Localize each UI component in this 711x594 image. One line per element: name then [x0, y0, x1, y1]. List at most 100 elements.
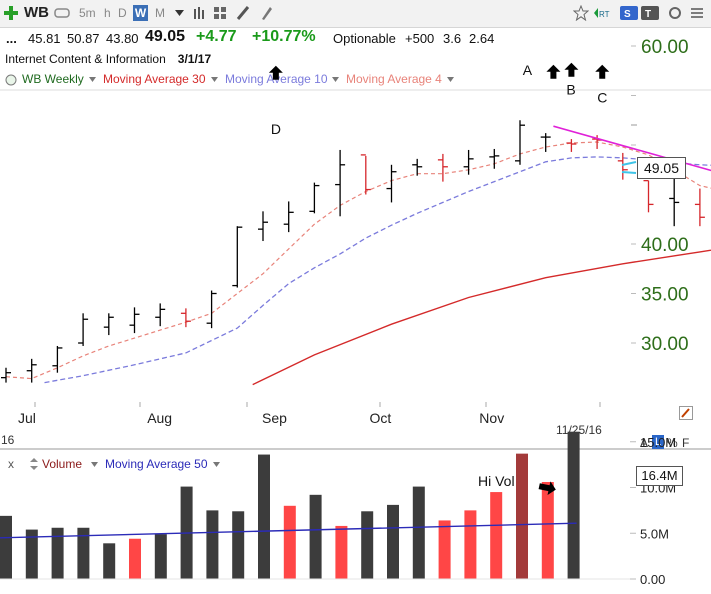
- year-label: 16: [1, 433, 15, 447]
- volume-ma-line: [0, 522, 577, 539]
- last-volume-label: 16.4M: [636, 466, 683, 486]
- volume-bar: [0, 515, 12, 579]
- volume-bar: [103, 543, 116, 579]
- high-price: 50.87: [67, 31, 100, 46]
- ohlc-bar: [206, 290, 217, 329]
- right-arrow-icon: [538, 481, 556, 496]
- symbol-legend-dropdown-icon[interactable]: [89, 77, 96, 82]
- ohlc-bar: [437, 153, 448, 182]
- ohlc-bar: [155, 303, 166, 327]
- optionable-label: Optionable: [333, 31, 396, 46]
- x-tick-label: Aug: [147, 410, 172, 426]
- symbol-legend[interactable]: WB Weekly: [22, 72, 84, 86]
- ohlc-bar: [78, 313, 89, 346]
- ohlc-bar: [26, 358, 37, 383]
- volume-bar: [51, 527, 64, 579]
- ohlc-bar: [540, 133, 551, 152]
- more-dots[interactable]: ...: [6, 31, 17, 46]
- volume-bar: [464, 510, 477, 579]
- x-tick-label: Nov: [479, 410, 504, 426]
- note-icon[interactable]: [259, 5, 273, 21]
- volume-ma-legend[interactable]: Moving Average 50: [105, 457, 208, 471]
- link-icon[interactable]: [54, 8, 70, 18]
- volume-bar: [258, 454, 270, 579]
- low-price: 43.80: [106, 31, 139, 46]
- hi-vol-note: Hi Vol: [478, 473, 515, 489]
- volume-label[interactable]: Volume: [42, 457, 83, 471]
- ma10-dropdown-icon[interactable]: [332, 77, 339, 82]
- axis-a-toggle[interactable]: A: [640, 436, 649, 450]
- annotation-label: B: [566, 82, 575, 98]
- ohlc-bar: [669, 176, 680, 227]
- trade-icon[interactable]: T: [641, 6, 659, 20]
- volume-bar: [206, 510, 219, 579]
- edit-icon[interactable]: [679, 406, 693, 420]
- more-icon[interactable]: [690, 7, 704, 19]
- up-arrow-icon: [564, 62, 579, 77]
- volume-bar: [129, 538, 141, 579]
- add-icon[interactable]: [4, 6, 18, 20]
- ohlc-bar: [180, 308, 191, 328]
- close-panel-icon[interactable]: x: [8, 457, 14, 471]
- earnings-date: 3/1/17: [177, 52, 212, 66]
- industry-name: Internet Content & Information: [5, 52, 166, 66]
- axis-percent-toggle[interactable]: %: [667, 436, 678, 450]
- volume-bar: [154, 534, 167, 579]
- ma4-line: [5, 141, 711, 380]
- interval-h-button[interactable]: h: [104, 6, 111, 20]
- annotation-label: C: [597, 89, 607, 105]
- volume-dropdown-icon[interactable]: [91, 462, 98, 467]
- price-change: +4.77: [196, 28, 237, 45]
- ohlc-bar: [103, 313, 114, 336]
- stat-value-1: 3.6: [443, 31, 462, 46]
- svg-text:RT: RT: [599, 10, 610, 19]
- ma30-legend[interactable]: Moving Average 30: [103, 72, 206, 86]
- bar-chart-icon[interactable]: [193, 6, 207, 20]
- ma4-legend[interactable]: Moving Average 4: [346, 72, 442, 86]
- draw-icon[interactable]: [236, 5, 250, 21]
- expand-icon[interactable]: [5, 74, 17, 86]
- realtime-icon[interactable]: RT: [593, 7, 611, 19]
- ohlc-bar: [386, 164, 397, 203]
- y-tick-label: 30.00: [641, 334, 689, 355]
- stat-value-2: 2.64: [469, 31, 495, 46]
- axis-log-toggle[interactable]: L: [652, 435, 664, 449]
- volume-ma-dropdown-icon[interactable]: [213, 462, 220, 467]
- volume-bar: [387, 504, 399, 579]
- interval-m-button[interactable]: M: [155, 6, 165, 20]
- open-price: 45.81: [28, 31, 61, 46]
- dropdown-icon[interactable]: [175, 10, 184, 16]
- interval-d-button[interactable]: D: [118, 6, 127, 20]
- volume-bar: [77, 527, 90, 579]
- ohlc-bar: [1, 367, 11, 383]
- settings-icon[interactable]: [669, 7, 681, 19]
- volume-bar: [567, 431, 580, 579]
- interval-5m-button[interactable]: 5m: [79, 6, 96, 20]
- annotation-label: A: [523, 62, 533, 78]
- volume-bar: [438, 520, 451, 579]
- ma30-dropdown-icon[interactable]: [211, 77, 218, 82]
- axis-f-toggle[interactable]: F: [682, 436, 690, 450]
- ma4-dropdown-icon[interactable]: [447, 77, 454, 82]
- last-price-label: 49.05: [637, 157, 686, 179]
- axis-scroll-mark: [631, 124, 637, 126]
- grid-icon[interactable]: [213, 6, 227, 20]
- volume-bar: [541, 482, 554, 579]
- scan-icon[interactable]: S: [620, 6, 638, 20]
- ohlc-bar: [412, 158, 423, 176]
- move-panel-icon[interactable]: [30, 458, 38, 470]
- volume-bar: [309, 494, 322, 579]
- volume-y-tick-label: 0.00: [640, 572, 665, 587]
- ohlc-bar: [129, 307, 140, 334]
- ohlc-bar: [463, 149, 474, 175]
- volume-bar: [232, 511, 245, 579]
- industry-line: Internet Content & Information 3/1/17: [5, 52, 211, 66]
- interval-w-button[interactable]: W: [133, 5, 148, 21]
- volume-legend: x Volume Moving Average 50: [0, 456, 711, 472]
- price-change-pct: +10.77%: [252, 28, 316, 45]
- chart-toolbar: WB 5m h D W M RT S T: [0, 0, 711, 28]
- price-pointer-icon: [621, 161, 637, 174]
- symbol-label[interactable]: WB: [24, 4, 49, 21]
- star-icon[interactable]: [573, 5, 589, 21]
